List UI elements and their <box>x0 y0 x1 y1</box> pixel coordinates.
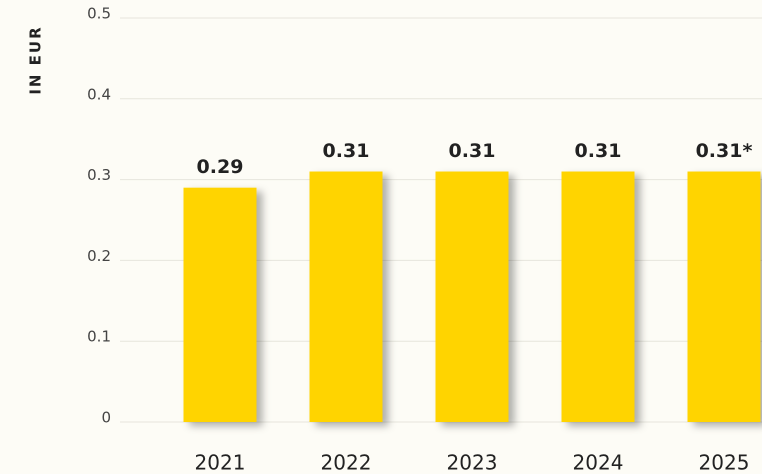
bar <box>687 171 761 422</box>
y-tick-label: 0.3 <box>87 166 111 184</box>
bar <box>183 187 257 422</box>
y-axis-label: IN EUR <box>27 25 45 94</box>
y-tick-label: 0.4 <box>87 85 111 103</box>
value-label: 0.31 <box>449 140 496 162</box>
value-label: 0.31* <box>696 140 753 162</box>
value-label: 0.29 <box>197 156 244 178</box>
y-tick-label: 0.2 <box>87 247 111 265</box>
value-label: 0.31 <box>323 140 370 162</box>
y-tick-label: 0 <box>101 409 111 427</box>
x-tick-label: 2025 <box>699 451 750 474</box>
bar <box>435 171 509 422</box>
x-tick-label: 2024 <box>573 451 624 474</box>
bar <box>309 171 383 422</box>
x-tick-label: 2021 <box>195 451 246 474</box>
value-label: 0.31 <box>575 140 622 162</box>
x-tick-label: 2022 <box>321 451 372 474</box>
y-tick-label: 0.5 <box>87 5 111 23</box>
x-tick-label: 2023 <box>447 451 498 474</box>
y-tick-label: 0.1 <box>87 328 111 346</box>
bar <box>561 171 635 422</box>
